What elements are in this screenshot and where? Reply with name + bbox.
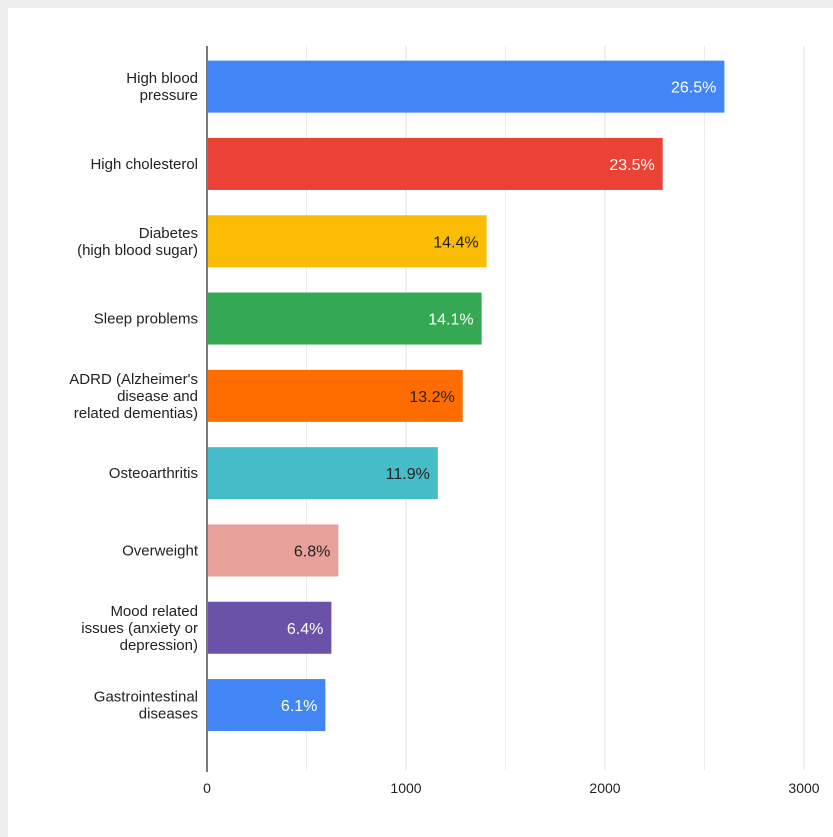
- category-label: Mood related issues (anxiety or depression…: [81, 603, 198, 654]
- data-label: 14.4%: [433, 234, 478, 251]
- category-label: Diabetes (high blood sugar): [77, 225, 198, 259]
- category-label: Gastrointestinal diseases: [94, 689, 198, 723]
- bar: [208, 369, 463, 422]
- category-label: Overweight: [122, 542, 199, 559]
- x-tick-label: 0: [203, 780, 211, 796]
- x-tick-label: 3000: [788, 780, 819, 796]
- data-label: 26.5%: [671, 80, 716, 97]
- bar: [208, 524, 339, 577]
- x-tick-label: 1000: [390, 780, 421, 796]
- data-label: 11.9%: [386, 466, 430, 483]
- data-label: 6.4%: [287, 621, 323, 638]
- data-label: 13.2%: [409, 389, 454, 406]
- category-label: Osteoarthritis: [109, 465, 198, 482]
- data-label: 6.8%: [294, 543, 330, 560]
- category-label: Sleep problems: [94, 311, 198, 328]
- bar: [208, 447, 438, 500]
- bar: [208, 137, 663, 190]
- data-label: 23.5%: [609, 157, 654, 174]
- bar: [208, 601, 332, 654]
- category-label: High cholesterol: [90, 156, 198, 173]
- bar: [208, 60, 725, 113]
- bar: [208, 292, 482, 345]
- chart-card: 26.5% High blood pressure 23.5% High cholest…: [8, 8, 833, 837]
- data-label: 14.1%: [428, 312, 473, 329]
- category-label: High blood pressure: [126, 70, 198, 104]
- bar-chart: 26.5% High blood pressure 23.5% High cholest…: [69, 46, 820, 796]
- bar: [208, 679, 326, 732]
- data-label: 6.1%: [281, 698, 317, 715]
- x-tick-label: 2000: [589, 780, 620, 796]
- category-label: ADRD (Alzheimer's disease and related deme…: [69, 371, 198, 422]
- bar: [208, 215, 487, 268]
